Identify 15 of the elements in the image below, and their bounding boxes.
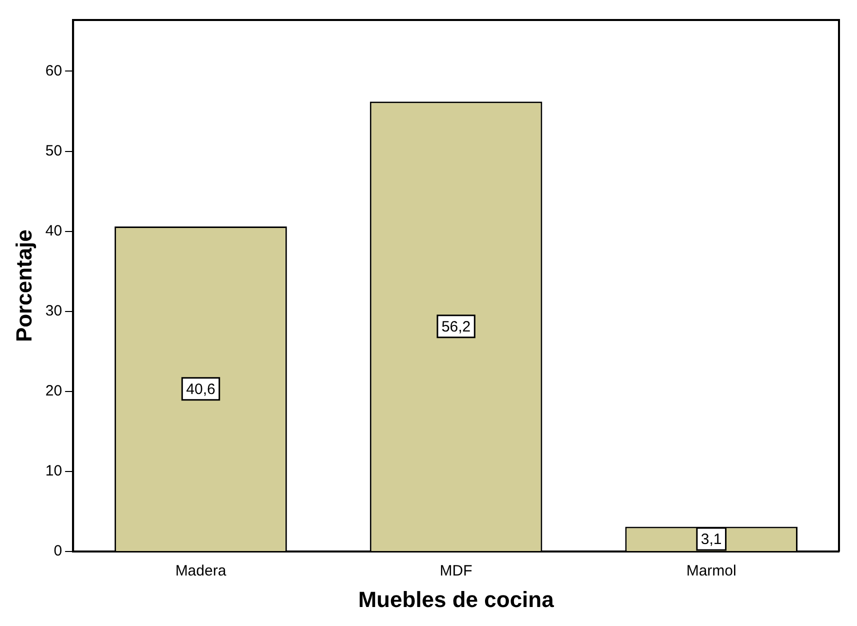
y-tick-label: 60 <box>45 62 62 80</box>
y-tick-label: 40 <box>45 222 62 240</box>
y-axis-title: Porcentaje <box>11 230 36 342</box>
y-tick-label: 0 <box>54 542 62 560</box>
x-axis-title: Muebles de cocina <box>358 586 555 612</box>
x-tick-label: MDF <box>440 562 472 580</box>
y-tick-label: 50 <box>45 142 62 160</box>
data-label: 3,1 <box>700 531 722 548</box>
data-label: 40,6 <box>186 380 216 398</box>
data-label: 56,2 <box>441 318 471 336</box>
x-tick-label: Madera <box>175 562 227 580</box>
x-tick-label: Marmol <box>686 562 736 580</box>
y-tick-label: 20 <box>45 382 62 400</box>
y-tick-label: 30 <box>45 302 62 320</box>
y-tick-label: 10 <box>45 462 62 480</box>
